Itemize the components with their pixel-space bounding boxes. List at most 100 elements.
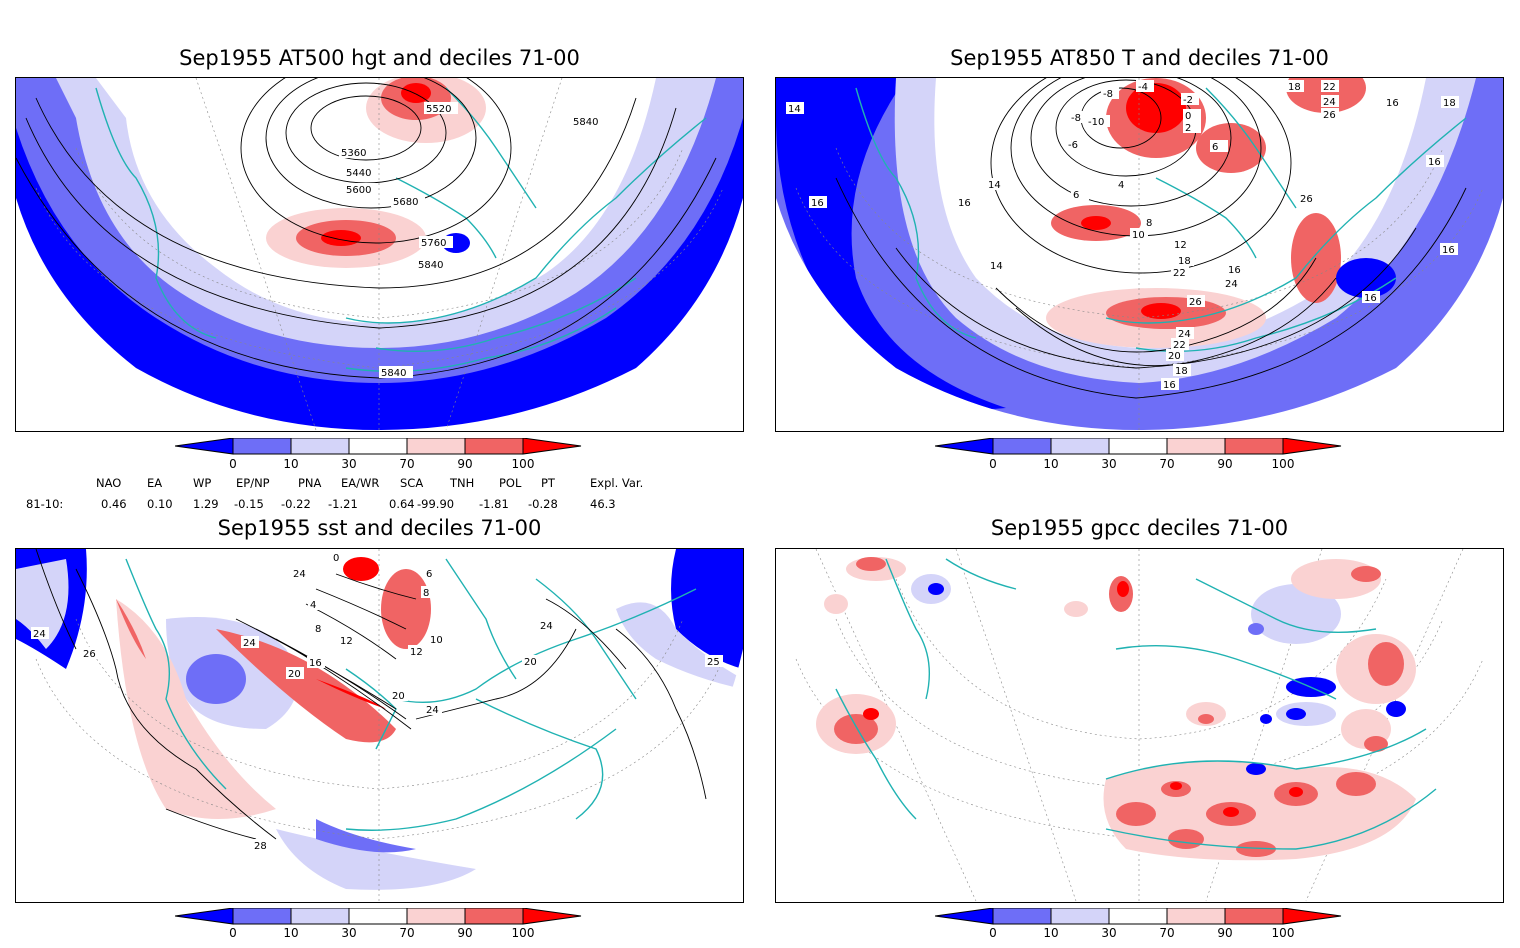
contour-label: 24	[540, 621, 553, 632]
index-header: NAO	[96, 476, 122, 490]
colorbar-tick: 10	[1043, 926, 1058, 940]
decile-band-neutral	[96, 78, 656, 323]
contour-label: -10	[1088, 117, 1104, 128]
contour-label: 24	[1225, 279, 1238, 290]
contour-label: 20	[524, 657, 537, 668]
index-value: 1.29	[193, 497, 219, 511]
contour-label: 25	[707, 657, 720, 668]
contour-label: -8	[1071, 113, 1081, 124]
index-header: TNH	[450, 476, 475, 490]
colorbar-tick: 100	[1272, 926, 1295, 940]
index-value: 0.64	[389, 497, 415, 511]
contour-label: 22	[1173, 268, 1186, 279]
coastlines	[835, 558, 1437, 850]
contour-label: 18	[1443, 98, 1456, 109]
colorbar-850t: 0 10 30 70 90 100	[935, 438, 1355, 478]
contour-label: 16	[1442, 245, 1455, 256]
colorbar-tick: 30	[341, 926, 356, 940]
index-header: WP	[193, 476, 212, 490]
colorbar-tick: 10	[283, 926, 298, 940]
contour-label: 28	[254, 841, 267, 852]
colorbar-tick: 100	[512, 926, 535, 940]
contour-label: 6	[1212, 142, 1218, 153]
index-header: EP/NP	[236, 476, 270, 490]
contour-label: 26	[1189, 297, 1202, 308]
contour-label: 5520	[426, 104, 451, 115]
contour-label: -4	[1138, 82, 1148, 93]
index-value: -0.22	[281, 497, 311, 511]
colorbar-tick: 0	[989, 926, 997, 940]
contour-label: 12	[410, 647, 423, 658]
graticule	[35, 549, 724, 901]
height-contours	[16, 78, 717, 379]
colorbar-tick: 10	[1043, 457, 1058, 471]
contour-label: 8	[423, 588, 429, 599]
colorbar-tick: 0	[229, 926, 237, 940]
contour-label: 6	[426, 569, 432, 580]
map-500hgt-svg: 5520 5840 5360 5440 5600 5680 5760 5840 …	[16, 78, 743, 431]
colorbar-tick: 0	[229, 457, 237, 471]
contour-label: 2	[1185, 123, 1191, 134]
contour-label: 22	[1323, 82, 1336, 93]
decile-anom-east-90	[1196, 123, 1266, 173]
contour-label: 20	[1168, 351, 1181, 362]
contour-label: 12	[340, 636, 353, 647]
contour-label: 14	[990, 261, 1003, 272]
colorbar-tick: 10	[283, 457, 298, 471]
contour-label: 5760	[421, 238, 446, 249]
contour-label: 24	[426, 705, 439, 716]
map-panel-gpcc	[775, 548, 1504, 903]
index-value: -1.21	[328, 497, 358, 511]
contour-label: 6	[1073, 190, 1079, 201]
contour-labels: 5520 5840 5360 5440 5600 5680 5760 5840 …	[339, 102, 605, 379]
colorbar-tick: 70	[399, 457, 414, 471]
decile-anom-east-30	[616, 602, 743, 689]
decile-anom-wa-90	[116, 599, 146, 659]
contour-label: 5680	[393, 197, 418, 208]
decile-anom-atl-10	[186, 654, 246, 704]
panel-title-850t: Sep1955 AT850 T and deciles 71-00	[950, 46, 1329, 70]
decile-anom-med-100	[1141, 303, 1181, 319]
index-value: -0.28	[528, 497, 558, 511]
map-sst-svg: 24 26 24 0 4 8 12 16 20 24 6 8 10 12 20 …	[16, 549, 743, 902]
contour-label: 5360	[341, 148, 366, 159]
contour-label: 24	[1178, 329, 1191, 340]
teleconnection-indices-table: NAO EA WP EP/NP PNA EA/WR SCA TNH POL PT…	[0, 476, 760, 512]
colorbar-gpcc: 0 10 30 70 90 100	[935, 908, 1355, 948]
contour-label: 20	[288, 669, 301, 680]
contour-label: 16	[309, 658, 322, 669]
panel-title-sst: Sep1955 sst and deciles 71-00	[217, 516, 542, 540]
decile-anom-south-30	[276, 829, 476, 890]
panel-title-500hgt: Sep1955 AT500 hgt and deciles 71-00	[179, 46, 580, 70]
colorbar-tick: 70	[1159, 926, 1174, 940]
contour-label: 16	[1428, 157, 1441, 168]
map-panel-500hgt: 5520 5840 5360 5440 5600 5680 5760 5840 …	[15, 77, 744, 432]
contour-label: 18	[1175, 366, 1188, 377]
contour-label: 8	[315, 624, 321, 635]
index-value: -1.81	[479, 497, 509, 511]
contour-label: 26	[1300, 194, 1313, 205]
index-header: POL	[499, 476, 522, 490]
contour-label: 16	[1364, 293, 1377, 304]
contour-label: 16	[958, 198, 971, 209]
map-panel-sst: 24 26 24 0 4 8 12 16 20 24 6 8 10 12 20 …	[15, 548, 744, 903]
index-value: 46.3	[590, 497, 616, 511]
decile-anom-north-100	[343, 557, 379, 581]
contour-label: 24	[1323, 97, 1336, 108]
colorbar-tick: 90	[1217, 457, 1232, 471]
index-row-label: 81-10:	[26, 497, 64, 511]
contour-labels: 14 16 -4 -8 -10 -8 -6 -2 0 2 6 4 6 8 10 …	[786, 80, 1459, 391]
map-850t-svg: 14 16 -4 -8 -10 -8 -6 -2 0 2 6 4 6 8 10 …	[776, 78, 1503, 430]
contour-label: 26	[83, 649, 96, 660]
map-gpcc-svg	[776, 549, 1503, 902]
contour-labels: 24 26 24 0 4 8 12 16 20 24 6 8 10 12 20 …	[31, 551, 723, 852]
contour-label: 12	[1174, 240, 1187, 251]
colorbar-tick: 30	[1101, 926, 1116, 940]
contour-label: 0	[1185, 111, 1191, 122]
colorbar-500hgt: 0 10 30 70 90 100	[175, 438, 595, 478]
index-header: PNA	[298, 476, 322, 490]
map-panel-850t: 14 16 -4 -8 -10 -8 -6 -2 0 2 6 4 6 8 10 …	[775, 77, 1504, 432]
contour-label: 5600	[346, 185, 371, 196]
index-header: EA	[147, 476, 163, 490]
colorbar-tick: 90	[457, 457, 472, 471]
